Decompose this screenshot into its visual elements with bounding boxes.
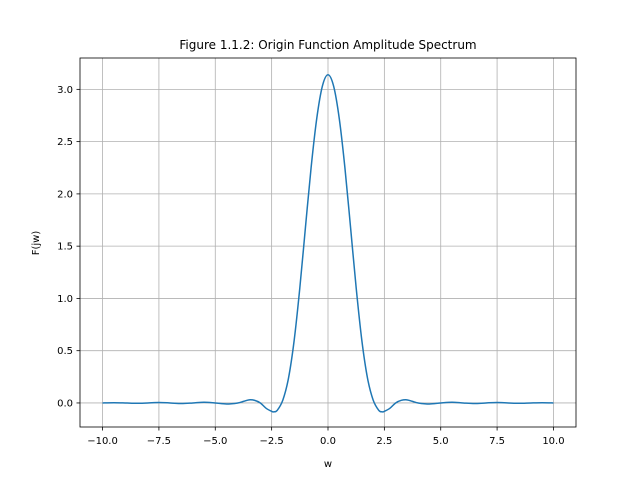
x-axis-ticks: −10.0 −7.5 −5.0 −2.5 0.0 2.5 5.0 7.5 10.0 — [87, 427, 565, 447]
y-tick-label: 0.0 — [57, 398, 73, 409]
x-tick-label: 2.5 — [376, 436, 392, 447]
y-tick-label: 2.5 — [57, 137, 73, 148]
x-tick-label: 7.5 — [489, 436, 505, 447]
y-tick-label: 1.5 — [57, 242, 73, 253]
x-axis-label: w — [324, 459, 332, 470]
y-tick-label: 2.0 — [57, 189, 73, 200]
x-tick-label: −2.5 — [259, 436, 283, 447]
y-tick-label: 1.0 — [57, 294, 73, 305]
x-tick-label: 0.0 — [320, 436, 336, 447]
y-axis-label: F(jw) — [31, 231, 42, 256]
x-tick-label: −5.0 — [203, 436, 227, 447]
x-tick-label: 5.0 — [433, 436, 449, 447]
x-tick-label: −7.5 — [147, 436, 171, 447]
x-tick-label: −10.0 — [87, 436, 118, 447]
spectrum-series-line — [102, 73, 554, 413]
y-axis-ticks: 0.0 0.5 1.0 1.5 2.0 2.5 3.0 — [57, 85, 80, 409]
chart-title: Figure 1.1.2: Origin Function Amplitude … — [179, 38, 476, 52]
y-tick-label: 3.0 — [57, 85, 73, 96]
x-tick-label: 10.0 — [542, 436, 564, 447]
y-tick-label: 0.5 — [57, 346, 73, 357]
grid — [80, 58, 576, 427]
series-layer — [102, 73, 554, 413]
